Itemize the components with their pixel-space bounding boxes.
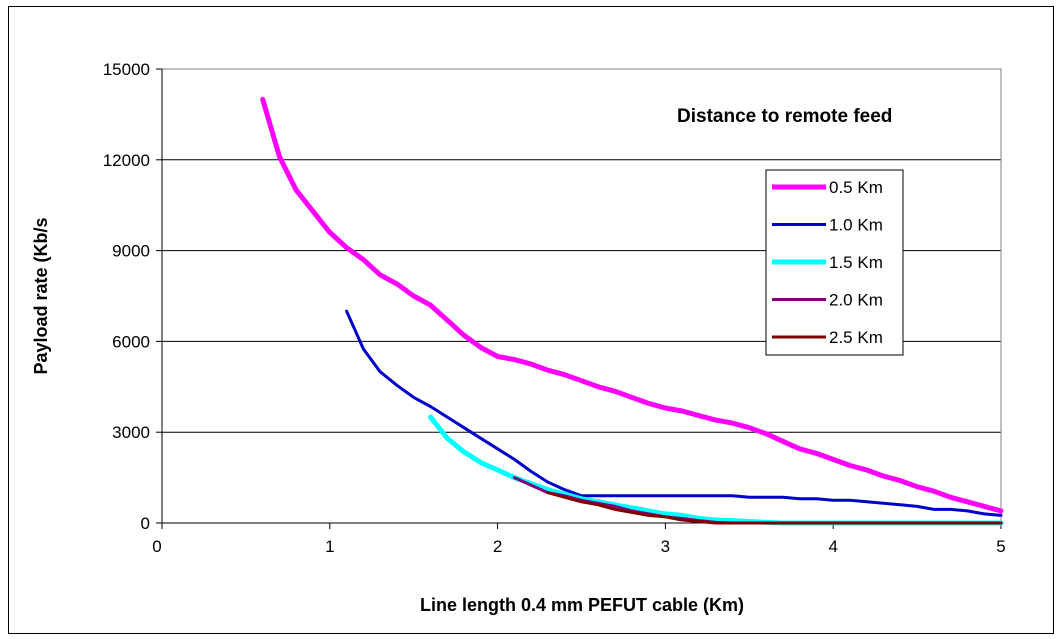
legend: 0.5 Km 1.0 Km 1.5 Km 2.0 Km 2.5 Km xyxy=(765,169,904,356)
y-axis-title: Payload rate (Kb/s xyxy=(31,217,51,374)
x-axis-ticks: 0 1 2 3 4 5 xyxy=(152,523,1006,556)
x-tick-label: 3 xyxy=(661,537,670,556)
series-lines xyxy=(260,96,1004,526)
y-tick-label: 3000 xyxy=(112,423,150,442)
series-line-0-5-km xyxy=(260,96,1004,514)
legend-label: 1.5 Km xyxy=(829,253,883,272)
x-tick-label: 0 xyxy=(152,537,161,556)
legend-label: 0.5 Km xyxy=(829,178,883,197)
y-axis-ticks: 0 3000 6000 9000 12000 15000 xyxy=(103,60,162,533)
x-axis-title: Line length 0.4 mm PEFUT cable (Km) xyxy=(420,595,744,615)
series-line-2-0-km xyxy=(512,476,1003,525)
x-tick-label: 2 xyxy=(493,537,502,556)
y-tick-label: 9000 xyxy=(112,242,150,261)
legend-label: 2.0 Km xyxy=(829,291,883,310)
series-line-2-5-km xyxy=(546,491,1003,525)
y-tick-label: 6000 xyxy=(112,332,150,351)
chart-annotation: Distance to remote feed xyxy=(677,106,892,127)
y-tick-label: 15000 xyxy=(103,60,150,79)
series-line-1-0-km xyxy=(345,309,1003,517)
y-tick-label: 12000 xyxy=(103,151,150,170)
legend-label: 2.5 Km xyxy=(829,328,883,347)
x-tick-label: 4 xyxy=(828,537,837,556)
y-tick-label: 0 xyxy=(141,514,150,533)
x-tick-label: 1 xyxy=(325,537,334,556)
legend-label: 1.0 Km xyxy=(829,216,883,235)
x-tick-label: 5 xyxy=(996,537,1005,556)
